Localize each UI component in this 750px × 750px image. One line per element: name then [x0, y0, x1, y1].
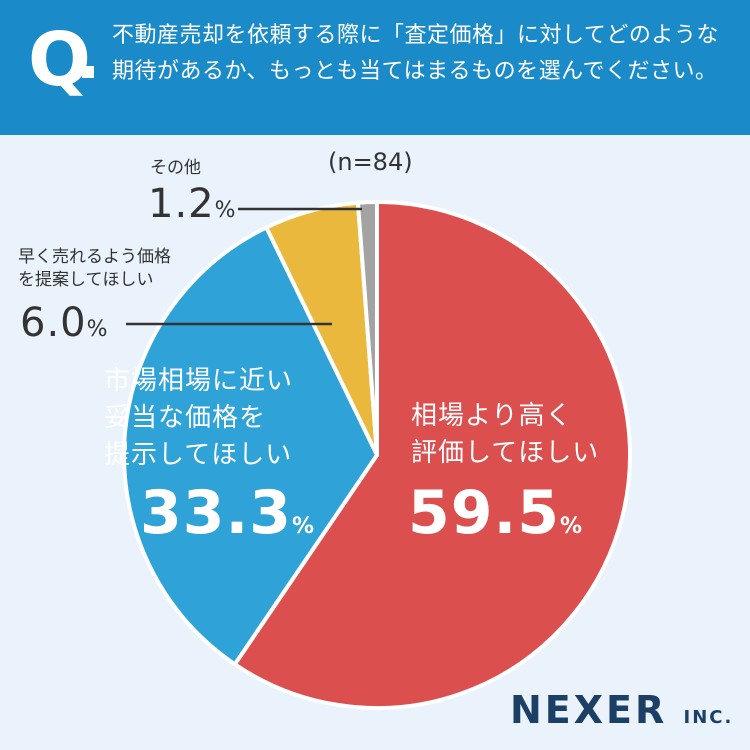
sample-size-label: (n=84) [328, 148, 413, 176]
value-market: 33.3% [140, 478, 316, 548]
value-other: 1.2% [148, 181, 237, 227]
nexer-logo: NEXER INC. [510, 688, 734, 732]
label-higher-line1: 相場より高く [411, 401, 573, 431]
slice-higher [232, 200, 632, 710]
label-early-sale-line2: を提案してほしい [18, 270, 154, 290]
label-other: その他 [150, 158, 201, 178]
label-market-line2: 妥当な価格を [104, 403, 267, 433]
label-market-line3: 提示してほしい [104, 440, 293, 470]
slice-market [122, 225, 379, 667]
label-market-line1: 市場相場に近い [104, 366, 294, 396]
value-early-sale: 6.0% [20, 300, 109, 346]
q-dot-icon [82, 66, 94, 78]
value-higher: 59.5% [408, 478, 584, 548]
label-early-sale-line1: 早く売れるよう価格 [18, 247, 171, 267]
question-text: 不動産売却を依頼する際に「査定価格」に対してどのような期待があるか、もっとも当て… [112, 23, 719, 84]
question-header: Q 不動産売却を依頼する際に「査定価格」に対してどのような期待があるか、もっとも… [0, 0, 750, 135]
slice-other [355, 200, 379, 457]
q-mark: Q [28, 17, 91, 103]
label-higher-line2: 評価してほしい [411, 438, 600, 468]
